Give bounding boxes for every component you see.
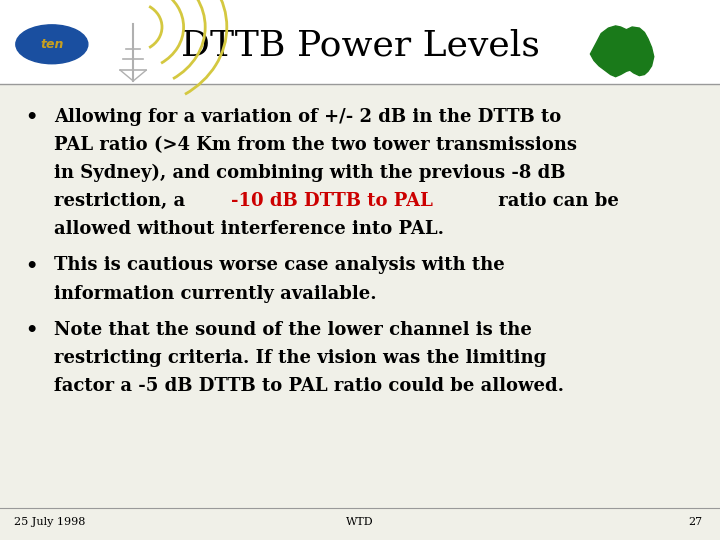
FancyBboxPatch shape [0,0,720,84]
Text: Note that the sound of the lower channel is the: Note that the sound of the lower channel… [54,321,532,339]
Text: ratio can be: ratio can be [492,192,618,210]
Text: 27: 27 [688,517,702,528]
Text: •: • [25,108,37,126]
Text: allowed without interference into PAL.: allowed without interference into PAL. [54,220,444,238]
Text: ten: ten [40,38,63,51]
Text: -10 dB DTTB to PAL: -10 dB DTTB to PAL [231,192,433,210]
Text: WTD: WTD [346,517,374,528]
Text: PAL ratio (>4 Km from the two tower transmissions: PAL ratio (>4 Km from the two tower tran… [54,136,577,154]
Text: information currently available.: information currently available. [54,285,377,302]
Text: 25 July 1998: 25 July 1998 [14,517,86,528]
Text: •: • [25,256,37,274]
Ellipse shape [16,25,88,64]
Polygon shape [590,26,654,77]
Text: restriction, a: restriction, a [54,192,192,210]
Text: This is cautious worse case analysis with the: This is cautious worse case analysis wit… [54,256,505,274]
Text: restricting criteria. If the vision was the limiting: restricting criteria. If the vision was … [54,349,546,367]
Text: in Sydney), and combining with the previous -8 dB: in Sydney), and combining with the previ… [54,164,565,183]
Text: •: • [25,321,37,339]
Text: factor a -5 dB DTTB to PAL ratio could be allowed.: factor a -5 dB DTTB to PAL ratio could b… [54,377,564,395]
Text: Allowing for a variation of +/- 2 dB in the DTTB to: Allowing for a variation of +/- 2 dB in … [54,108,562,126]
Text: DTTB Power Levels: DTTB Power Levels [181,29,539,63]
